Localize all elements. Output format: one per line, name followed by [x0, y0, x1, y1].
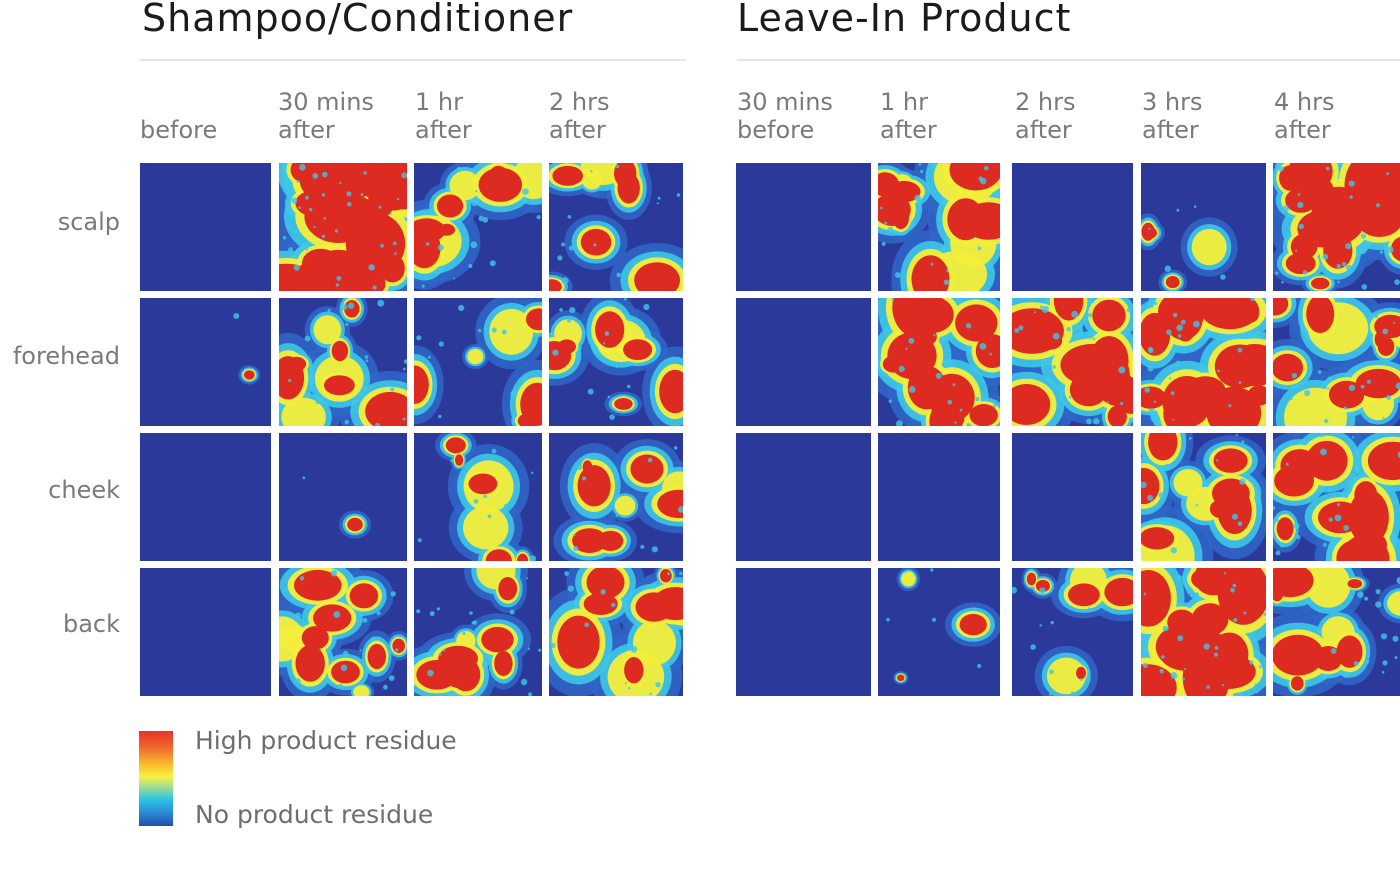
heatmap-cell-back-3: [549, 568, 683, 696]
column-label: before: [140, 88, 217, 144]
column-label-line-2: after: [549, 116, 606, 144]
heatmap-cell-cheek-1: [279, 433, 407, 561]
heatmap-cell-cheek-3: [549, 433, 683, 561]
heatmap-cell-forehead-2: [1012, 298, 1133, 426]
heatmap-cell-back-1: [878, 568, 1000, 696]
column-label-line-1: 1 hr: [415, 88, 463, 116]
heatmap-cell-back-4: [1273, 568, 1400, 696]
title-divider: [737, 59, 1400, 61]
column-label-line-1: 2 hrs: [549, 88, 610, 116]
column-label: 30 mins after: [278, 88, 374, 144]
title-divider: [140, 59, 686, 61]
heatmap-cell-back-2: [414, 568, 542, 696]
column-label: 1 hr after: [415, 88, 472, 144]
heatmap-cell-scalp-0: [736, 163, 871, 291]
heatmap-cell-back-0: [736, 568, 871, 696]
column-label-line-2: before: [737, 116, 815, 144]
heatmap-cell-forehead-1: [878, 298, 1000, 426]
heatmap-cell-scalp-2: [1012, 163, 1133, 291]
column-label: 2 hrs after: [549, 88, 609, 144]
legend-label-high: High product residue: [195, 726, 457, 755]
column-label: 4 hrs after: [1274, 88, 1334, 144]
legend-label-low: No product residue: [195, 800, 434, 829]
chart-title: Leave-In Product: [737, 0, 1072, 40]
chart-title: Shampoo/Conditioner: [142, 0, 574, 40]
heatmap-cell-back-3: [1141, 568, 1266, 696]
heatmap-cell-forehead-4: [1273, 298, 1400, 426]
heatmap-cell-back-0: [140, 568, 271, 696]
row-label: forehead: [12, 342, 120, 370]
heatmap-grid: [736, 163, 1400, 696]
column-label-line-1: 30 mins: [737, 88, 833, 116]
heatmap-cell-scalp-3: [1141, 163, 1266, 291]
heatmap-cell-scalp-1: [279, 163, 407, 291]
row-label: back: [62, 610, 120, 638]
column-label-line-1: 1 hr: [880, 88, 928, 116]
column-label-line-1: 2 hrs: [1015, 88, 1076, 116]
heatmap-cell-cheek-4: [1273, 433, 1400, 561]
heatmap-cell-scalp-4: [1273, 163, 1400, 291]
heatmap-cell-forehead-2: [414, 298, 542, 426]
heatmap-cell-cheek-2: [1012, 433, 1133, 561]
heatmap-cell-scalp-2: [414, 163, 542, 291]
column-label-line-2: after: [278, 116, 335, 144]
heatmap-cell-scalp-1: [878, 163, 1000, 291]
heatmap-grid: [140, 163, 683, 696]
row-label: scalp: [57, 208, 120, 236]
column-label: 1 hr after: [880, 88, 937, 144]
heatmap-cell-scalp-3: [549, 163, 683, 291]
heatmap-cell-cheek-0: [140, 433, 271, 561]
heatmap-cell-cheek-0: [736, 433, 871, 561]
column-label-line-1: 30 mins: [278, 88, 374, 116]
column-label-line-1: 4 hrs: [1274, 88, 1335, 116]
heatmap-cell-forehead-0: [736, 298, 871, 426]
column-label-line-2: after: [415, 116, 472, 144]
column-label: 2 hrs after: [1015, 88, 1075, 144]
column-label-line-2: after: [880, 116, 937, 144]
row-label: cheek: [48, 476, 120, 504]
column-label-line-2: after: [1274, 116, 1331, 144]
column-label-line-1: [140, 88, 217, 116]
column-label: 3 hrs after: [1142, 88, 1202, 144]
column-label-line-1: 3 hrs: [1142, 88, 1203, 116]
column-label: 30 mins before: [737, 88, 833, 144]
panel-leave-in-product: Leave-In Product 30 mins before 1 hr after 2…: [700, 0, 1400, 877]
heatmap-cell-forehead-0: [140, 298, 271, 426]
panel-shampoo-conditioner: Shampoo/Conditioner before 30 mins after 1 …: [12, 0, 686, 696]
heatmap-cell-forehead-1: [279, 298, 407, 426]
heatmap-cell-cheek-1: [878, 433, 1000, 561]
heatmap-cell-cheek-3: [1141, 433, 1266, 561]
heatmap-cell-forehead-3: [1141, 298, 1266, 426]
heatmap-cell-cheek-2: [414, 433, 542, 561]
column-label-line-2: after: [1015, 116, 1072, 144]
heatmap-cell-scalp-0: [140, 163, 271, 291]
column-label-line-2: after: [1142, 116, 1199, 144]
heatmap-cell-back-1: [279, 568, 407, 696]
column-label-line-2: before: [140, 116, 218, 144]
heatmap-cell-back-2: [1012, 568, 1133, 696]
heatmap-cell-forehead-3: [549, 298, 683, 426]
color-scale-legend: [139, 731, 173, 826]
